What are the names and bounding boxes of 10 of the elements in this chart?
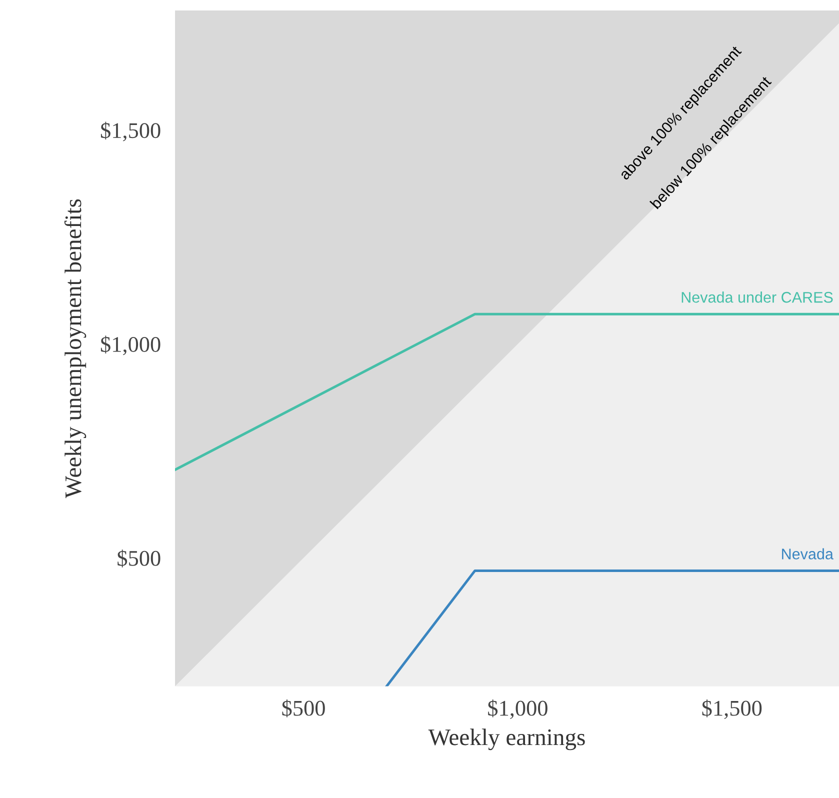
x-axis-title: Weekly earnings (428, 728, 585, 750)
y-tick-label: $500 (118, 550, 160, 568)
y-tick-label: $1,000 (100, 336, 160, 356)
y-axis-title: Weekly unemployment benefits (64, 199, 86, 498)
x-tick-label: $500 (282, 700, 325, 718)
x-tick-label: $1,000 (488, 700, 548, 720)
y-tick-label: $1,500 (100, 122, 160, 142)
x-tick-label: $1,500 (702, 700, 762, 720)
series-label: Nevada (782, 548, 834, 560)
series-label: Nevada under CARES (682, 292, 833, 303)
